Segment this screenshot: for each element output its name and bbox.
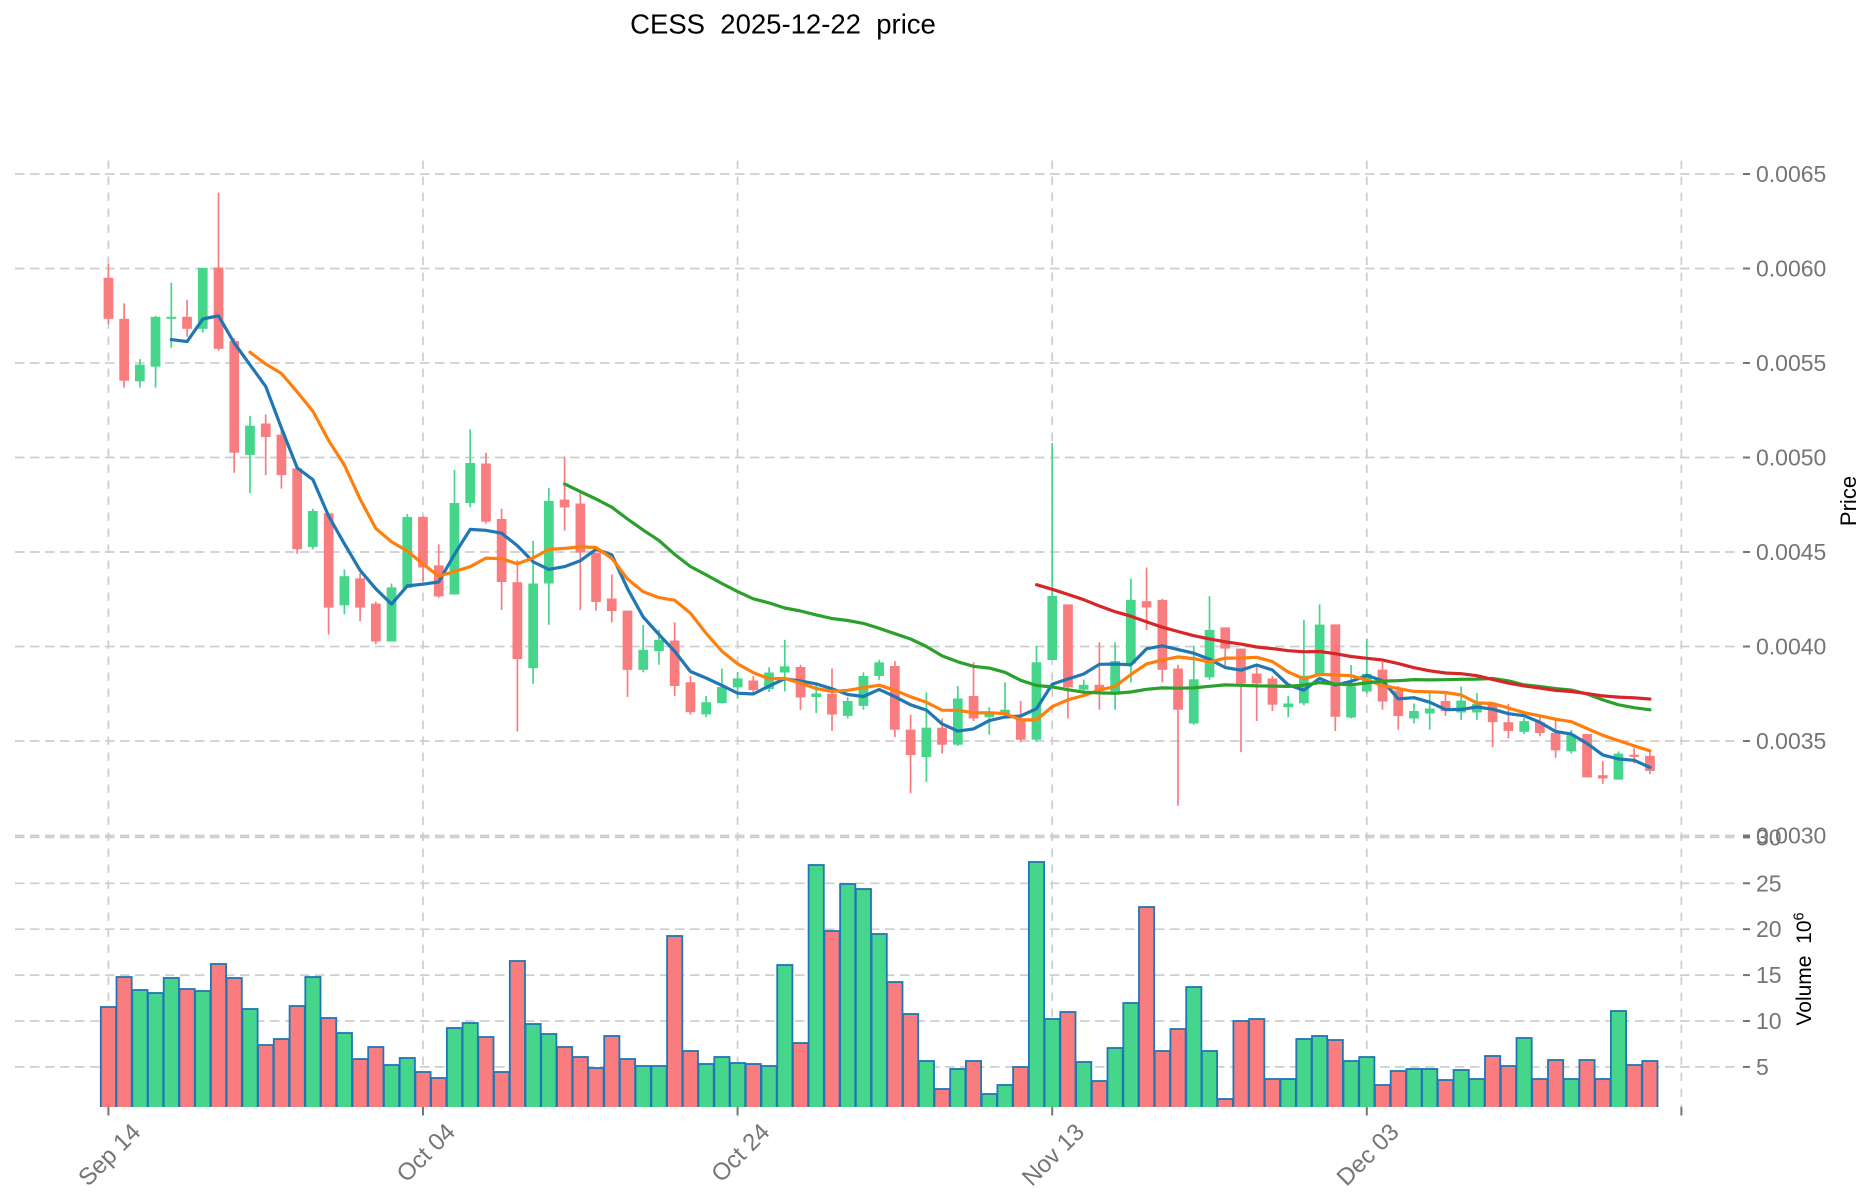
svg-text:25: 25	[1756, 870, 1782, 896]
svg-text:20: 20	[1756, 916, 1782, 942]
svg-text:5: 5	[1756, 1054, 1769, 1080]
svg-text:0.0050: 0.0050	[1756, 445, 1826, 471]
svg-text:0.0065: 0.0065	[1756, 161, 1826, 187]
svg-text:0.0030: 0.0030	[1756, 823, 1826, 849]
svg-text:0.0060: 0.0060	[1756, 256, 1826, 282]
svg-text:Price: Price	[1836, 476, 1861, 526]
svg-text:0.0035: 0.0035	[1756, 728, 1826, 754]
svg-text:10: 10	[1756, 1008, 1782, 1034]
svg-text:15: 15	[1756, 962, 1782, 988]
svg-text:30: 30	[1756, 824, 1782, 850]
svg-text:0.0040: 0.0040	[1756, 634, 1826, 660]
svg-text:CESS 2025-12-22 price: CESS 2025-12-22 price	[630, 9, 936, 40]
svg-text:0.0045: 0.0045	[1756, 539, 1826, 565]
svg-text:Volume 106: Volume 106	[1792, 912, 1817, 1025]
svg-text:0.0055: 0.0055	[1756, 350, 1826, 376]
